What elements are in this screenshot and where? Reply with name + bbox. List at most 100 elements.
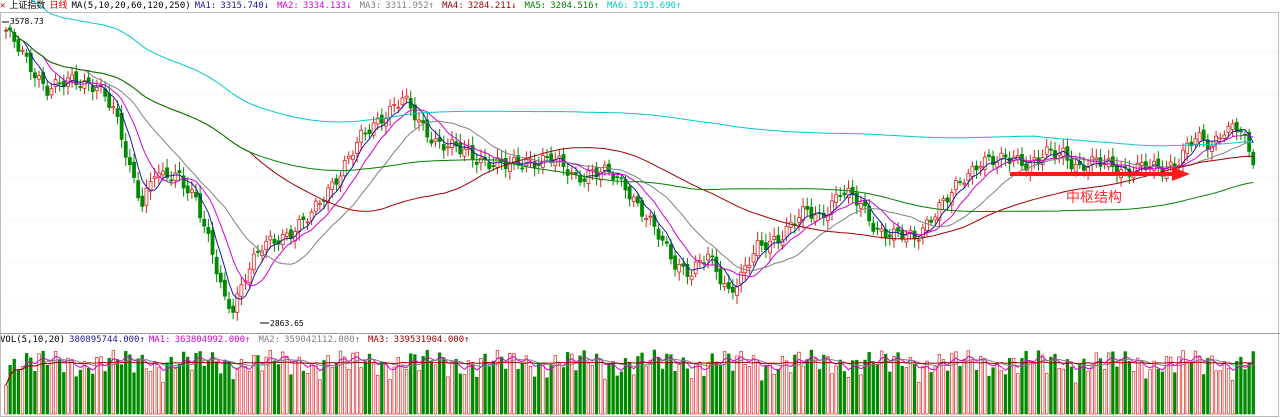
volume-bar <box>78 369 82 415</box>
volume-bar <box>140 354 144 415</box>
candle <box>755 231 760 261</box>
candle <box>594 161 599 186</box>
volume-bar <box>326 355 330 415</box>
candle <box>140 187 145 213</box>
volume-bar <box>367 353 372 415</box>
candle <box>516 147 521 170</box>
volume-bar <box>756 361 760 415</box>
volume-bar <box>483 353 487 415</box>
candle <box>1048 140 1053 155</box>
volume-bar <box>479 358 483 415</box>
candle <box>710 248 715 266</box>
volume-bar <box>855 359 859 415</box>
candle <box>1251 149 1256 169</box>
volume-bar <box>731 370 735 415</box>
volume-bar <box>276 364 281 415</box>
volume-bar <box>268 349 272 415</box>
volume-bar <box>594 353 599 415</box>
volume-bar <box>227 361 231 415</box>
candle <box>351 150 355 168</box>
volume-bar <box>793 354 797 415</box>
volume-bar <box>933 366 937 415</box>
candle <box>797 208 801 232</box>
candle <box>532 153 537 177</box>
volume-bar <box>954 351 958 415</box>
volume-bar <box>1181 350 1185 415</box>
candle <box>16 35 21 56</box>
volume-bar <box>1202 374 1206 415</box>
volume-bar <box>570 353 574 415</box>
volume-bar <box>438 352 442 415</box>
candle <box>859 195 863 217</box>
volume-bar <box>495 349 500 415</box>
vol-ma3-readout: MA3: 339531904.000↑ <box>367 335 470 345</box>
vol-ma2-readout: MA2: 359042112.000↑ <box>258 335 360 345</box>
candle <box>4 26 8 40</box>
vol-ma-line-0 <box>5 355 1254 386</box>
candle <box>111 98 116 114</box>
volume-bar <box>1251 351 1255 415</box>
volume-bar <box>888 371 892 415</box>
volume-bar <box>1222 361 1227 415</box>
candle <box>1028 154 1033 182</box>
vol-ma-line-1 <box>5 358 1254 386</box>
volume-bar <box>16 369 21 415</box>
candle <box>842 185 847 199</box>
candle <box>966 168 971 188</box>
volume-bar <box>627 361 632 415</box>
volume-bar <box>582 350 586 415</box>
candle <box>759 231 764 253</box>
candle <box>37 70 41 88</box>
volume-bar <box>8 364 12 415</box>
volume-bar <box>995 361 999 415</box>
volume-bar <box>1094 352 1098 415</box>
x-marker-icon[interactable]: ✕ <box>0 1 6 11</box>
volume-bar <box>359 367 363 415</box>
volume-bar <box>1024 351 1028 415</box>
ma1-readout: MA1: 3315.740↓ <box>194 1 270 11</box>
volume-bar <box>553 355 557 415</box>
candle <box>293 226 298 249</box>
volume-bar <box>929 372 933 415</box>
candle <box>916 235 921 250</box>
volume-bar <box>846 376 851 415</box>
volume-bar <box>817 369 822 415</box>
candle <box>1230 119 1235 137</box>
volume-bar <box>958 365 962 415</box>
volume-bar <box>925 360 929 415</box>
candle <box>379 108 384 131</box>
candle <box>412 96 417 129</box>
candle <box>127 148 132 173</box>
pivot-arrow-head <box>1172 167 1190 181</box>
volume-bar <box>1235 361 1239 415</box>
volume-bar <box>656 357 661 415</box>
candle <box>991 150 995 170</box>
volume-bar <box>487 366 491 415</box>
candle <box>123 133 128 166</box>
volume-bar <box>33 371 37 415</box>
candle <box>937 199 942 228</box>
ma4-readout: MA4: 3284.211↓ <box>442 1 517 11</box>
volume-bar <box>404 369 409 415</box>
candle <box>181 167 186 197</box>
volume-bar <box>801 365 805 415</box>
candle <box>954 176 958 196</box>
volume-bar <box>293 359 297 415</box>
candle <box>202 210 207 234</box>
candle <box>305 218 310 230</box>
candle <box>45 80 50 101</box>
volume-bar <box>446 376 450 415</box>
ma5-line <box>5 29 1254 300</box>
volume-bar <box>987 375 991 415</box>
volume-bar <box>95 357 99 415</box>
period-label[interactable]: 日线 <box>49 1 68 11</box>
volume-bar <box>937 354 942 415</box>
candle <box>144 179 149 213</box>
volume-bar <box>45 365 49 415</box>
volume-bar <box>685 368 690 415</box>
candle <box>115 100 120 125</box>
candle <box>582 173 587 188</box>
volume-bar <box>1045 372 1049 415</box>
volume-bar <box>884 353 888 415</box>
